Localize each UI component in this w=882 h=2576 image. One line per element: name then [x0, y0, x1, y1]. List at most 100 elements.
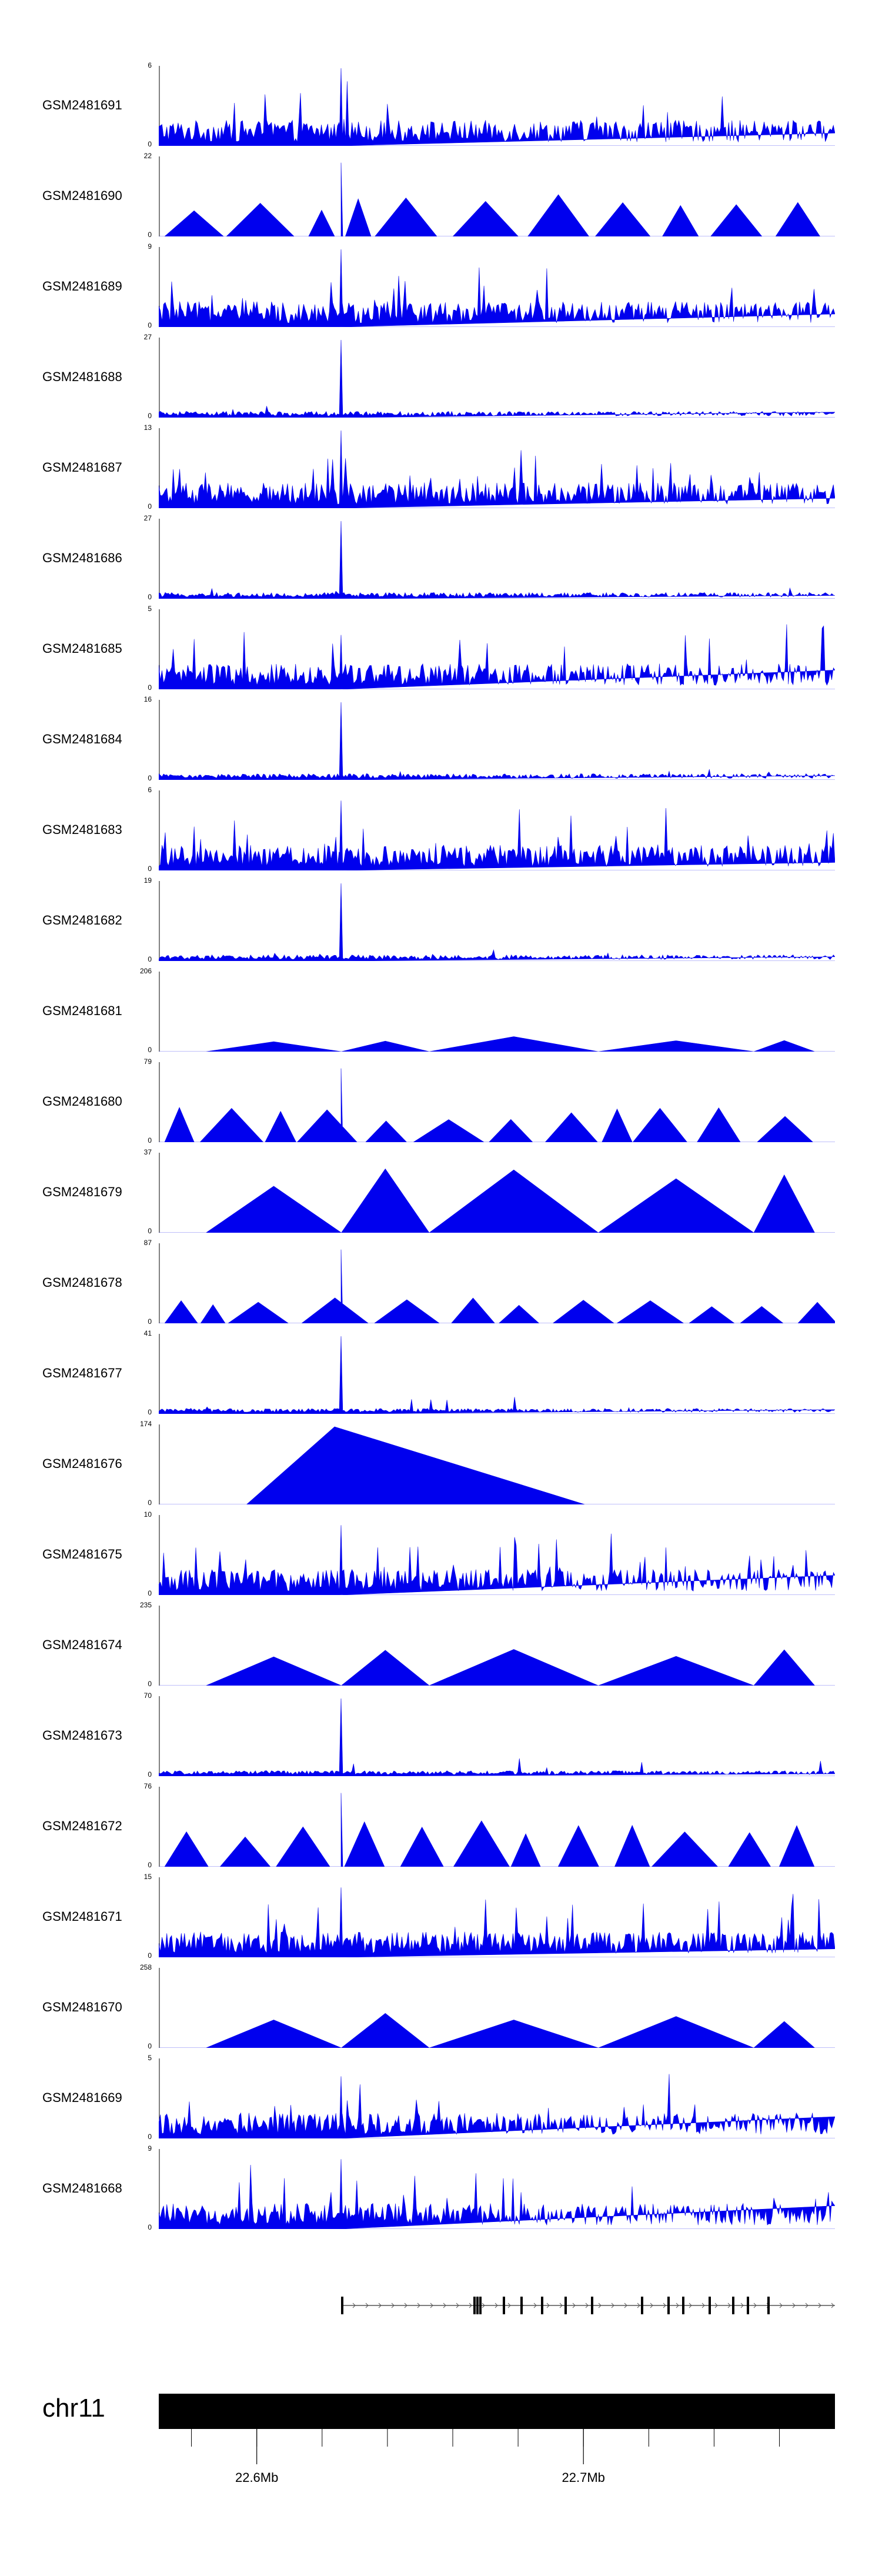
- track-label: GSM2481669: [42, 2090, 122, 2105]
- signal-track: [159, 1243, 835, 1323]
- signal-area: [159, 1168, 835, 1233]
- strand-arrow-icon: [805, 2303, 808, 2308]
- track-ymax: 15: [143, 1873, 152, 1881]
- signal-track: [159, 338, 835, 418]
- signal-area: [159, 800, 835, 870]
- signal-area: [159, 1249, 835, 1323]
- track-label: GSM2481686: [42, 550, 122, 565]
- gene-exon: [667, 2297, 670, 2314]
- signal-area: [159, 1649, 835, 1686]
- strand-arrow-icon: [443, 2303, 446, 2308]
- signal-track: [159, 609, 835, 689]
- track-label: GSM2481678: [42, 1275, 122, 1290]
- strand-arrow-icon: [701, 2303, 705, 2308]
- signal-area: [159, 1036, 835, 1052]
- track-label: GSM2481684: [42, 732, 122, 746]
- signal-area: [159, 1793, 835, 1867]
- track-ymax: 79: [143, 1057, 152, 1066]
- track-ymin: 0: [148, 1046, 152, 1054]
- strand-arrow-icon: [572, 2303, 576, 2308]
- track-ymax: 41: [143, 1329, 152, 1337]
- track-ymax: 16: [143, 695, 152, 703]
- track-label: GSM2481675: [42, 1547, 122, 1561]
- track-ymax: 19: [143, 876, 152, 885]
- track-ymin: 0: [148, 1317, 152, 1326]
- track-ymax: 6: [148, 61, 152, 69]
- gene-exon: [520, 2297, 523, 2314]
- gene-exon: [473, 2297, 476, 2314]
- strand-arrow-icon: [482, 2303, 485, 2308]
- strand-arrow-icon: [831, 2303, 834, 2308]
- gene-exon: [682, 2297, 684, 2314]
- signal-track: [159, 700, 835, 780]
- strand-arrow-icon: [365, 2303, 369, 2308]
- strand-arrow-icon: [598, 2303, 602, 2308]
- signal-track: [159, 790, 835, 870]
- track-label: GSM2481679: [42, 1184, 122, 1199]
- signal-track: [159, 1334, 835, 1414]
- signal-area: [159, 624, 835, 689]
- strand-arrow-icon: [727, 2303, 731, 2308]
- strand-arrow-icon: [753, 2303, 757, 2308]
- track-ymin: 0: [148, 1770, 152, 1778]
- strand-arrow-icon: [417, 2303, 420, 2308]
- strand-arrow-icon: [818, 2303, 821, 2308]
- signal-track: [159, 428, 835, 508]
- track-label: GSM2481670: [42, 2000, 122, 2014]
- signal-area: [159, 883, 835, 961]
- gene-exon: [591, 2297, 593, 2314]
- gene-model-track: [341, 2297, 835, 2314]
- track-label: GSM2481671: [42, 1909, 122, 1924]
- signal-area: [159, 1336, 835, 1414]
- track-ymin: 0: [148, 1589, 152, 1597]
- strand-arrow-icon: [624, 2303, 627, 2308]
- track-ymin: 0: [148, 1227, 152, 1235]
- signal-track: [159, 1153, 835, 1233]
- strand-arrow-icon: [740, 2303, 744, 2308]
- strand-arrow-icon: [689, 2303, 692, 2308]
- gene-exon: [767, 2297, 770, 2314]
- track-label: GSM2481676: [42, 1456, 122, 1471]
- strand-arrow-icon: [676, 2303, 679, 2308]
- gene-exon: [709, 2297, 711, 2314]
- axis-tick-label: 22.7Mb: [562, 2470, 605, 2485]
- track-ymax: 27: [143, 333, 152, 341]
- signal-track: [159, 972, 835, 1052]
- gene-exon: [564, 2297, 567, 2314]
- signal-track: [159, 881, 835, 961]
- signal-area: [159, 702, 835, 780]
- track-ymax: 87: [143, 1239, 152, 1247]
- signal-track: [159, 2058, 835, 2138]
- signal-track: [159, 156, 835, 236]
- signal-track: [159, 1696, 835, 1776]
- strand-arrow-icon: [391, 2303, 395, 2308]
- track-label: GSM2481689: [42, 279, 122, 293]
- signal-area: [159, 1698, 835, 1776]
- track-label: GSM2481668: [42, 2181, 122, 2195]
- signal-area: [159, 2013, 835, 2048]
- signal-area: [159, 2074, 835, 2138]
- strand-arrow-icon: [495, 2303, 498, 2308]
- strand-arrow-icon: [352, 2303, 356, 2308]
- gene-exon: [341, 2297, 343, 2314]
- gene-exon: [503, 2297, 505, 2314]
- track-ymax: 37: [143, 1148, 152, 1156]
- strand-arrow-icon: [430, 2303, 433, 2308]
- signal-area: [159, 520, 835, 599]
- track-label: GSM2481683: [42, 822, 122, 837]
- track-ymax: 174: [139, 1420, 152, 1428]
- signal-area: [159, 1525, 835, 1595]
- strand-arrow-icon: [456, 2303, 459, 2308]
- track-ymin: 0: [148, 1680, 152, 1688]
- track-ymin: 0: [148, 1136, 152, 1144]
- track-ymin: 0: [148, 321, 152, 329]
- strand-arrow-icon: [533, 2303, 537, 2308]
- strand-arrow-icon: [585, 2303, 589, 2308]
- chromosome-label: chr11: [42, 2394, 105, 2422]
- signal-area: [159, 1068, 835, 1142]
- strand-arrow-icon: [714, 2303, 718, 2308]
- strand-arrow-icon: [650, 2303, 653, 2308]
- track-ymax: 9: [148, 2144, 152, 2153]
- track-ymin: 0: [148, 412, 152, 420]
- track-ymin: 0: [148, 231, 152, 239]
